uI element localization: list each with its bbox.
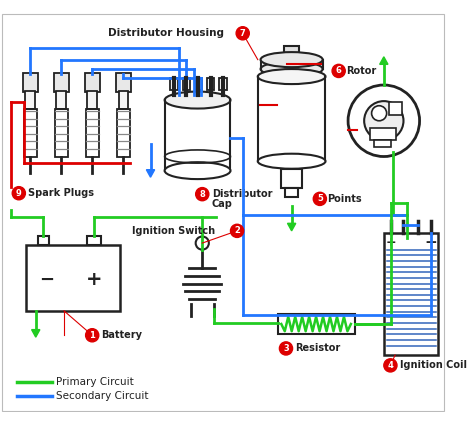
Bar [207, 79, 215, 90]
Text: 4: 4 [387, 361, 393, 370]
Text: 2: 2 [234, 227, 240, 235]
Bar [37, 235, 49, 245]
Circle shape [236, 27, 249, 40]
Bar [86, 110, 99, 156]
Circle shape [364, 101, 403, 140]
Circle shape [86, 329, 99, 342]
Text: 7: 7 [240, 29, 246, 38]
Circle shape [384, 359, 397, 372]
Circle shape [12, 187, 26, 200]
Bar [56, 91, 66, 110]
Ellipse shape [258, 154, 326, 169]
Polygon shape [380, 57, 388, 64]
Circle shape [332, 64, 345, 77]
Bar [170, 79, 178, 90]
Bar [27, 245, 120, 311]
Text: Spark Plugs: Spark Plugs [28, 188, 94, 198]
Text: Primary Circuit: Primary Circuit [56, 377, 134, 387]
Bar [88, 235, 100, 245]
FancyBboxPatch shape [85, 73, 100, 92]
Bar [117, 110, 130, 156]
Bar [370, 128, 396, 139]
Text: +: + [386, 235, 397, 249]
Text: Cap: Cap [212, 198, 233, 209]
FancyBboxPatch shape [23, 73, 37, 92]
Text: −: − [425, 235, 437, 249]
Text: Distributor Housing: Distributor Housing [108, 28, 224, 38]
Bar [389, 102, 401, 115]
Text: Battery: Battery [101, 330, 143, 340]
Bar [219, 79, 227, 90]
Ellipse shape [164, 92, 230, 108]
Bar [118, 91, 128, 110]
Circle shape [230, 224, 244, 238]
Circle shape [348, 85, 419, 156]
Text: 1: 1 [89, 331, 95, 340]
Circle shape [313, 192, 327, 205]
Circle shape [372, 106, 387, 121]
Ellipse shape [261, 52, 323, 67]
Text: 3: 3 [283, 344, 289, 353]
Polygon shape [146, 170, 155, 177]
Bar [374, 139, 392, 147]
Polygon shape [32, 330, 40, 337]
Circle shape [196, 187, 209, 201]
Bar [281, 169, 302, 187]
Bar [258, 76, 326, 161]
Ellipse shape [258, 69, 326, 84]
Text: Rotor: Rotor [346, 66, 376, 76]
Bar [88, 91, 97, 110]
Bar [195, 79, 202, 90]
Text: Points: Points [328, 194, 362, 204]
FancyBboxPatch shape [116, 73, 131, 92]
Bar [285, 187, 298, 197]
Bar [384, 233, 438, 355]
Ellipse shape [261, 62, 323, 76]
Text: 8: 8 [200, 190, 205, 198]
Bar [55, 110, 68, 156]
Text: Secondary Circuit: Secondary Circuit [56, 391, 149, 402]
Circle shape [196, 236, 209, 249]
Bar [277, 314, 355, 334]
Text: 6: 6 [336, 66, 342, 75]
Text: −: − [39, 271, 55, 289]
Bar [164, 100, 230, 170]
Text: +: + [86, 270, 102, 289]
Bar [26, 91, 35, 110]
Bar [182, 79, 190, 90]
Text: Ignition Switch: Ignition Switch [132, 226, 215, 236]
Text: Distributor: Distributor [212, 189, 272, 199]
Bar [284, 45, 299, 60]
Text: Ignition Coil: Ignition Coil [400, 360, 467, 370]
Text: 5: 5 [317, 194, 323, 203]
Circle shape [279, 342, 292, 355]
Text: Resistor: Resistor [295, 343, 341, 354]
Ellipse shape [164, 162, 230, 179]
Text: 9: 9 [16, 189, 22, 198]
Bar [24, 110, 36, 156]
FancyBboxPatch shape [54, 73, 69, 92]
Polygon shape [288, 223, 296, 231]
